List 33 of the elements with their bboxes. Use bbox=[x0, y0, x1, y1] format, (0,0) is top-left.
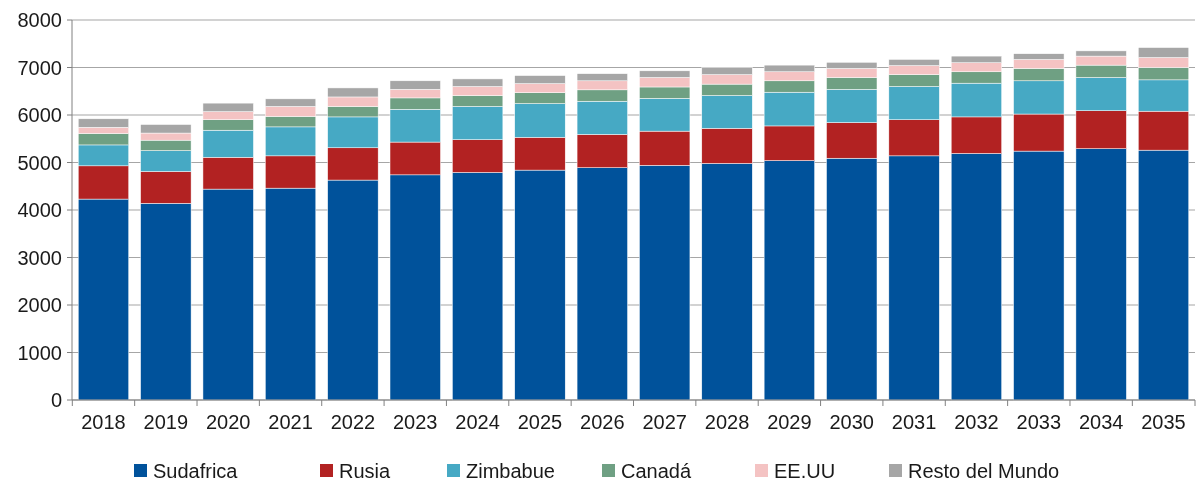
y-tick-label: 1000 bbox=[17, 341, 62, 364]
x-tick-label: 2029 bbox=[767, 411, 812, 433]
x-tick-label: 2028 bbox=[704, 411, 750, 433]
x-tick-label: 2024 bbox=[455, 411, 500, 433]
x-tick-label: 2025 bbox=[517, 411, 563, 433]
legend-label: Rusia bbox=[339, 460, 392, 482]
x-tick-label: 2023 bbox=[393, 411, 438, 433]
x-tick-label: 2027 bbox=[642, 411, 687, 433]
legend-label: Canadá bbox=[621, 460, 692, 482]
x-tick-label: 2021 bbox=[268, 411, 313, 433]
x-tick-label: 2034 bbox=[1078, 411, 1124, 433]
legend-label: Resto del Mundo bbox=[908, 460, 1060, 482]
y-tick-label: 2000 bbox=[17, 294, 62, 316]
y-tick-label: 5000 bbox=[17, 151, 62, 174]
x-tick-label: 2035 bbox=[1141, 411, 1186, 433]
legend-label: EE.UU bbox=[774, 460, 836, 482]
x-tick-label: 2032 bbox=[954, 411, 999, 433]
x-tick-label: 2018 bbox=[81, 411, 126, 433]
legend-label: Zimbabue bbox=[466, 460, 555, 482]
x-tick-label: 2020 bbox=[205, 411, 251, 433]
x-tick-label: 2030 bbox=[829, 411, 874, 433]
y-tick-label: 8000 bbox=[17, 9, 62, 31]
text: Sudafrica bbox=[153, 460, 239, 482]
x-tick-label: 2031 bbox=[891, 411, 937, 433]
y-tick-label: 0 bbox=[50, 389, 62, 411]
x-tick-label: 2026 bbox=[580, 411, 625, 433]
x-tick-label: 2022 bbox=[330, 411, 376, 433]
x-tick-label: 2033 bbox=[1016, 411, 1062, 433]
y-tick-label: 3000 bbox=[17, 246, 62, 269]
x-tick-label: 2019 bbox=[143, 411, 189, 433]
y-tick-label: 4000 bbox=[17, 199, 62, 221]
y-tick-label: 7000 bbox=[17, 56, 62, 79]
y-tick-label: 6000 bbox=[17, 104, 62, 126]
